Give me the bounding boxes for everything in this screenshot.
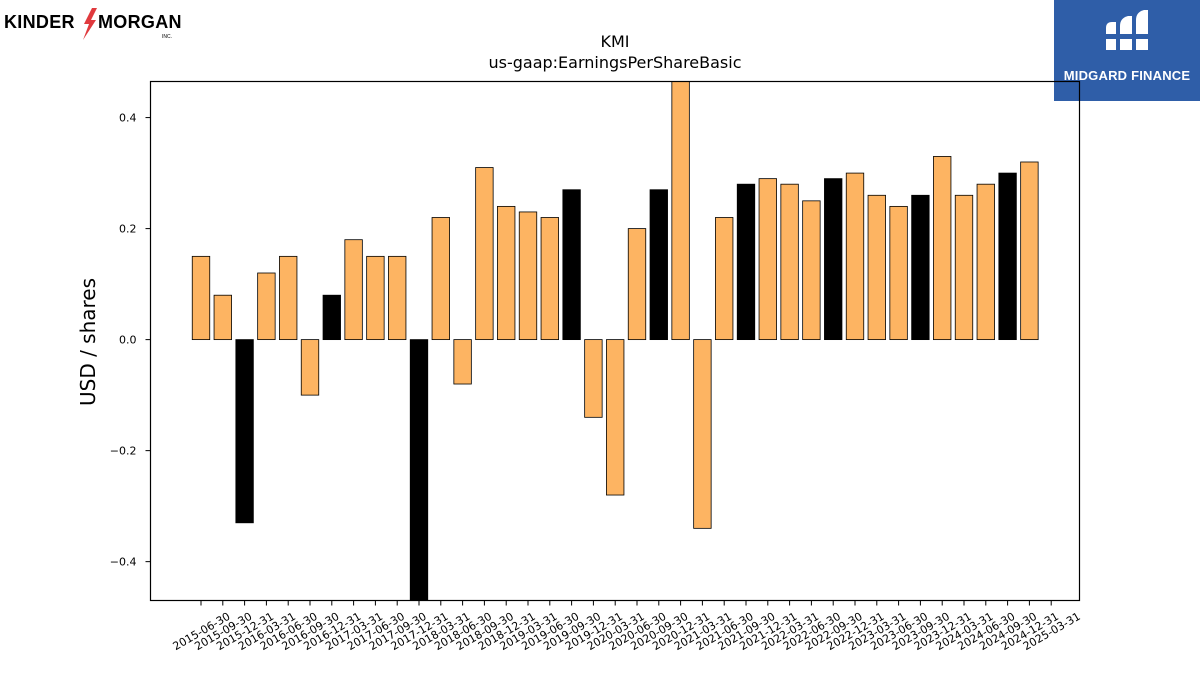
- bar-4: [257, 272, 276, 341]
- chart-title: KMI: [600, 32, 629, 51]
- bar-15: [497, 205, 516, 341]
- y-tick-label: −0.2: [110, 445, 137, 458]
- bar-37: [976, 183, 995, 341]
- y-tick-label: 0.0: [119, 334, 137, 347]
- bar-32: [867, 194, 886, 341]
- bar-10: [388, 255, 407, 341]
- bar-9: [366, 255, 385, 341]
- kinder-morgan-wordmark: KINDER MORGAN: [4, 12, 182, 32]
- bar-6: [300, 339, 320, 396]
- bar-11: [409, 339, 429, 601]
- y-axis-ticks: −0.4 −0.2 0.0 0.2 0.4: [110, 112, 151, 569]
- bar-19: [584, 339, 603, 418]
- bar-26: [736, 183, 756, 341]
- bar-31: [845, 172, 865, 341]
- bar-17: [540, 217, 559, 341]
- chart-subtitle: us-gaap:EarningsPerShareBasic: [488, 53, 741, 72]
- bar-35: [933, 156, 952, 341]
- bar-21: [627, 228, 647, 341]
- bar-14: [475, 167, 494, 341]
- bar-22: [649, 189, 668, 341]
- bar-8: [344, 239, 363, 341]
- bar-20: [606, 339, 625, 496]
- kinder-morgan-inc-label: INC.: [162, 34, 172, 40]
- bar-2: [213, 294, 232, 341]
- bar-39: [1020, 161, 1039, 341]
- bar-28: [780, 183, 799, 341]
- bar-29: [802, 200, 821, 341]
- bar-23: [671, 81, 690, 341]
- lightning-bolt-icon: [83, 8, 97, 40]
- midgard-emblem-icon: [1104, 10, 1150, 50]
- bar-13: [453, 339, 472, 385]
- bar-34: [911, 194, 930, 341]
- bar-16: [518, 211, 538, 341]
- y-tick-label: 0.4: [119, 112, 137, 125]
- midgard-finance-logo: MIDGARD FINANCE: [1054, 0, 1200, 101]
- plot-frame: [149, 80, 1081, 602]
- x-axis-ticks: 2015-06-302015-09-302015-12-312016-03-31…: [171, 600, 1083, 653]
- y-tick-label: −0.4: [110, 556, 137, 569]
- bar-33: [889, 205, 908, 341]
- bars-group: [191, 81, 1039, 601]
- bar-27: [758, 178, 777, 341]
- bar-30: [824, 178, 843, 341]
- bar-12: [431, 217, 450, 341]
- kinder-morgan-logo: KINDER MORGAN INC.: [4, 6, 184, 42]
- bar-1: [191, 255, 211, 341]
- bar-5: [279, 255, 298, 341]
- bar-25: [715, 217, 734, 341]
- bar-18: [562, 189, 581, 341]
- bar-7: [322, 294, 341, 341]
- bar-38: [998, 172, 1017, 341]
- bar-24: [693, 339, 712, 529]
- y-tick-label: 0.2: [119, 223, 137, 236]
- bar-3: [235, 339, 254, 524]
- y-axis-label: USD / shares: [76, 278, 100, 406]
- bar-36: [954, 194, 974, 341]
- midgard-finance-wordmark: MIDGARD FINANCE: [1063, 68, 1191, 83]
